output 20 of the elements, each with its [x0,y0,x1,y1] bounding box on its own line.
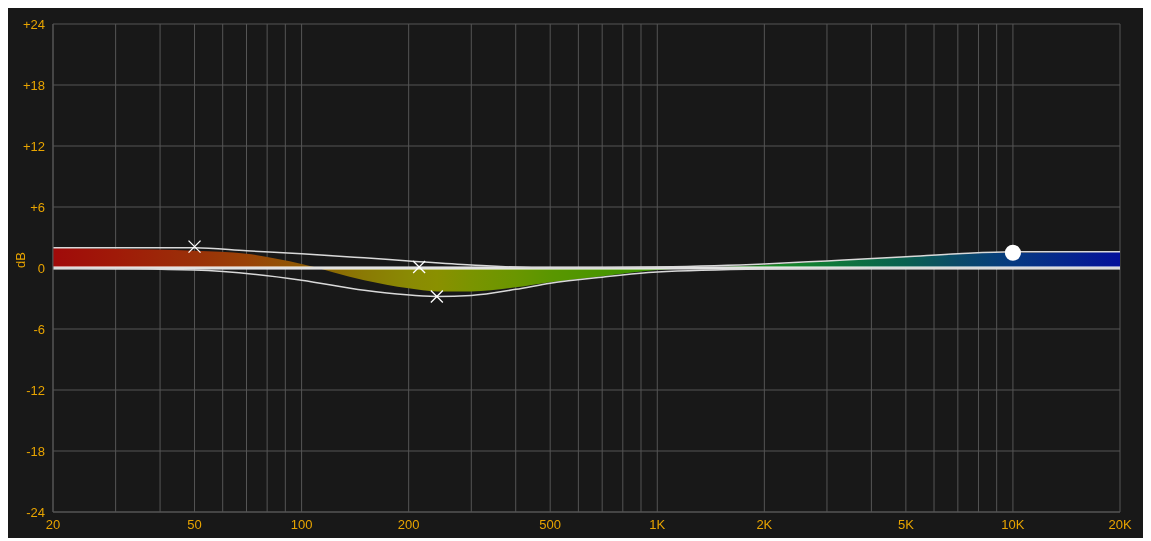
x-tick-label: 2K [756,517,773,533]
y-tick-label: +18 [22,77,45,93]
x-tick-label: 5K [897,517,915,533]
x-tick-label: 50 [187,517,202,533]
y-tick-label: -18 [26,443,45,459]
x-tick-label: 1K [649,517,666,533]
y-tick-label: 0 [37,260,45,276]
y-tick-label: -6 [33,321,45,337]
y-axis-title: dB [12,252,28,268]
y-tick-label: +24 [22,16,45,32]
x-tick-label: 200 [397,517,420,533]
y-tick-label: -12 [26,382,45,398]
x-tick-label: 20 [45,517,61,533]
y-tick-label: +12 [22,138,45,154]
y-tick-label: +6 [30,199,45,215]
y-tick-label: -24 [26,504,45,520]
x-tick-label: 20K [1108,517,1132,533]
x-tick-label: 10K [1001,517,1025,533]
x-tick-label: 500 [539,517,562,533]
x-tick-label: 100 [290,517,313,533]
